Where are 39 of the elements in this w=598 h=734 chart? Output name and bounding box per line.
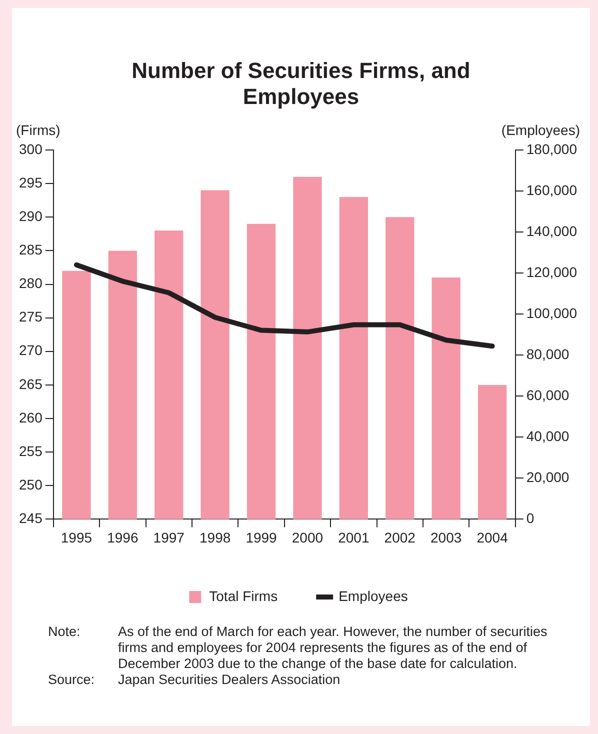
- y2-tick-label: 40,000: [526, 428, 570, 444]
- y2-tick-label: 160,000: [526, 182, 578, 198]
- chart-title: Number of Securities Firms, and Employees: [130, 58, 472, 110]
- y-tick-label: 280: [19, 275, 43, 292]
- y2-tick-label: 100,000: [526, 304, 578, 321]
- x-tick-label: 2003: [430, 529, 462, 546]
- y2-tick-label: 0: [526, 510, 534, 526]
- x-tick-label: 2000: [292, 529, 324, 546]
- y-tick-label: 300: [19, 140, 43, 157]
- y-tick-label: 270: [19, 342, 43, 358]
- x-tick-label: 1995: [60, 529, 92, 546]
- y-tick-label: 255: [19, 442, 43, 459]
- y2-tick-label: 20,000: [526, 469, 570, 486]
- legend-label: Total Firms: [209, 588, 278, 604]
- x-tick-label: 2004: [476, 529, 508, 546]
- text: Note: As of the end of March for each year. However, the number of securities firms and employees for 2004 represents the figures as of the end of December 2003 due to the change of the base date for calculation.: [48, 624, 548, 671]
- text: Source: Japan Securities Dealers Association: [48, 672, 340, 687]
- y-axis-title: (Firms): [16, 122, 60, 138]
- y2-tick-label: 80,000: [526, 346, 570, 362]
- x-tick-label: 2002: [384, 529, 416, 546]
- x-tick-label: 2001: [338, 529, 370, 546]
- y2-tick-label: 140,000: [526, 222, 578, 239]
- y-tick-label: 245: [19, 510, 43, 526]
- y2-tick-label: 60,000: [526, 386, 570, 403]
- y2-tick-label: 180,000: [526, 140, 578, 157]
- y-tick-label: 275: [19, 308, 43, 325]
- x-tick-label: 1998: [199, 529, 231, 546]
- x-tick-label: 1996: [107, 529, 138, 546]
- x-tick-label: 1999: [246, 529, 278, 546]
- legend-label: Employees: [338, 588, 408, 604]
- x-tick-label: 1997: [153, 529, 185, 546]
- y-tick-label: 290: [19, 208, 43, 224]
- y-tick-label: 285: [19, 242, 43, 258]
- y2-axis-title: (Employees): [501, 122, 580, 138]
- y2-tick-label: 120,000: [526, 264, 578, 280]
- y-tick-label: 295: [19, 174, 43, 190]
- y-tick-label: 265: [19, 376, 43, 392]
- y-tick-label: 260: [19, 409, 43, 426]
- y-tick-label: 250: [19, 476, 43, 492]
